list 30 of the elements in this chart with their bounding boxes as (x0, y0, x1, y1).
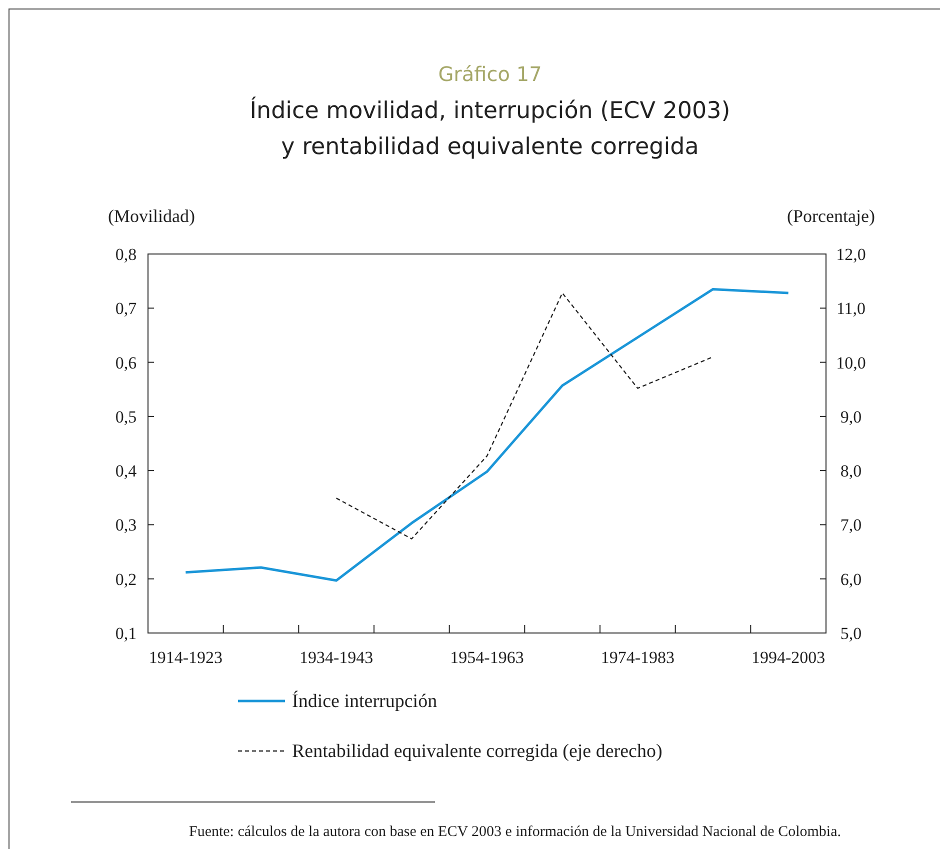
y2-tick-label: 9,0 (840, 407, 862, 426)
source-note: Fuente: cálculos de la autora con base en ECV 2003 e información de la Universidad Nacional de Colombia. (188, 824, 842, 840)
y-tick-label: 0,2 (115, 570, 137, 589)
y-tick-label: 0,1 (115, 624, 137, 643)
line-series (184, 288, 790, 582)
y2-tick-label: 10,0 (836, 353, 866, 372)
y2-tick-label: 6,0 (840, 570, 862, 589)
y-tick-label: 0,6 (115, 353, 137, 372)
y2-tick-label: 11,0 (836, 299, 866, 318)
x-tick-label: 1914-1923 (148, 648, 223, 667)
y-axis-title: (Movilidad) (108, 206, 195, 226)
legend-label: Rentabilidad equivalente corregida (eje derecho) (292, 741, 662, 762)
y-tick-label: 0,3 (115, 516, 137, 535)
x-tick-label: 1934-1943 (299, 648, 374, 667)
y-tick-label: 0,5 (115, 407, 137, 426)
legend-label: Índice interrupción (292, 690, 438, 712)
x-tick-label: 1994-2003 (751, 648, 826, 667)
line-series (336, 292, 714, 540)
chart-title: Gráfico 17 (438, 62, 542, 86)
x-tick-label: 1954-1963 (450, 648, 524, 667)
y2-tick-label: 8,0 (840, 462, 862, 481)
y2-tick-label: 5,0 (840, 624, 862, 643)
y2-tick-label: 12,0 (836, 245, 866, 264)
y-tick-label: 0,7 (115, 299, 138, 318)
x-tick-label: 1974-1983 (600, 648, 675, 667)
y2-axis-title: (Porcentaje) (787, 206, 876, 226)
chart-subtitle: Índice movilidad, interrupción (ECV 2003) y rentabilidad equivalente corregida (250, 96, 730, 160)
y-tick-label: 0,4 (115, 462, 138, 481)
y2-tick-label: 7,0 (840, 516, 862, 535)
y-tick-label: 0,8 (115, 245, 137, 264)
